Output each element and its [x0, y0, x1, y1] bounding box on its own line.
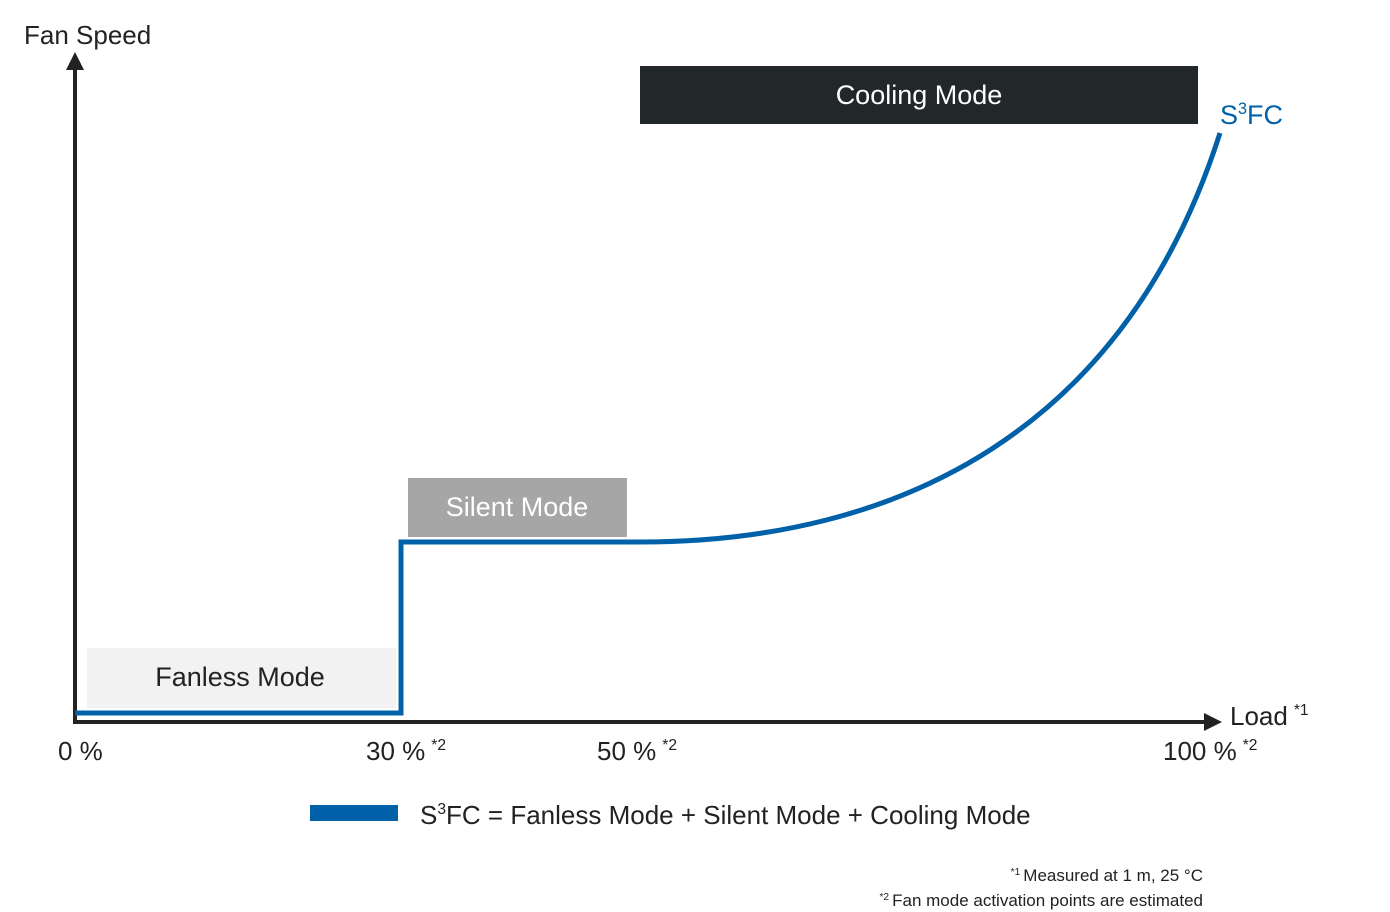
tick-text: 100 % — [1163, 736, 1237, 766]
tick-text: 0 % — [58, 736, 103, 766]
fanless-box — [87, 648, 396, 708]
x-tick-label: 30 % *2 — [366, 736, 446, 766]
footnote-marker: *1 — [1011, 867, 1021, 878]
silent-box — [408, 478, 627, 537]
tick-text: 30 % — [366, 736, 425, 766]
label-sup: 3 — [1238, 100, 1247, 118]
legend-rest: FC = Fanless Mode + Silent Mode + Coolin… — [446, 800, 1031, 830]
label-rest: FC — [1247, 100, 1283, 130]
y-axis-label: Fan Speed — [24, 20, 151, 50]
legend-swatch — [310, 805, 398, 821]
legend-label: S3FC = Fanless Mode + Silent Mode + Cool… — [420, 800, 1031, 830]
x-tick-label: 50 % *2 — [597, 736, 677, 766]
tick-text: 50 % — [597, 736, 656, 766]
y-axis-arrow — [66, 52, 84, 70]
cooling-label: Cooling Mode — [836, 80, 1003, 110]
label-note: *1 — [1294, 702, 1309, 719]
fanless-label: Fanless Mode — [155, 662, 325, 692]
tick-note: *2 — [431, 737, 446, 754]
x-axis-arrow — [1204, 713, 1222, 731]
footnote-text: Measured at 1 m, 25 °C — [1023, 866, 1203, 885]
x-axis-label: Load *1 — [1230, 701, 1309, 731]
footnote: *1 Measured at 1 m, 25 °C — [1011, 866, 1203, 885]
footnote-marker: *2 — [879, 892, 889, 903]
curve-label: S3FC — [1220, 100, 1283, 130]
label-text: Load — [1230, 701, 1288, 731]
tick-note: *2 — [662, 737, 677, 754]
cooling-box — [640, 66, 1198, 124]
legend-base: S — [420, 800, 437, 830]
label-base: S — [1220, 100, 1238, 130]
x-tick-label: 0 % — [58, 736, 103, 766]
s3fc-curve — [75, 132, 1223, 716]
footnote-text: Fan mode activation points are estimated — [892, 891, 1203, 910]
x-tick-label: 100 % *2 — [1163, 736, 1257, 766]
legend-sup: 3 — [437, 801, 446, 818]
silent-label: Silent Mode — [446, 492, 589, 522]
footnote: *2 Fan mode activation points are estimat… — [879, 891, 1203, 910]
tick-note: *2 — [1243, 737, 1258, 754]
